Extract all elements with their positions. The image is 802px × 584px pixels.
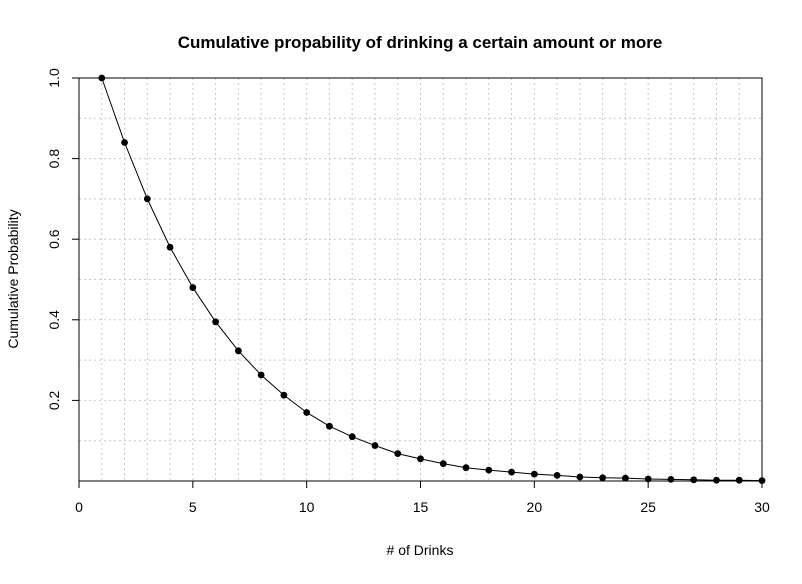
x-tick-label: 30 — [754, 499, 770, 515]
series-layer — [98, 74, 766, 484]
data-point — [98, 74, 106, 82]
data-point — [417, 455, 424, 463]
data-point — [212, 318, 220, 326]
y-tick-label: 0.2 — [46, 390, 62, 410]
x-tick-label: 20 — [527, 499, 543, 515]
data-point — [326, 422, 333, 430]
data-point — [758, 477, 766, 484]
data-point — [508, 468, 515, 476]
y-tick-label: 0.6 — [46, 229, 62, 249]
data-point — [553, 471, 561, 479]
data-point — [348, 433, 356, 441]
data-point — [667, 475, 675, 483]
data-point — [280, 391, 288, 399]
data-point — [462, 464, 470, 472]
data-point — [713, 476, 720, 484]
grid-layer — [78, 77, 763, 481]
x-tick-label: 5 — [189, 499, 197, 515]
data-point — [644, 475, 652, 483]
data-point — [189, 284, 197, 291]
chart-title: Cumulative propability of drinking a cer… — [178, 33, 663, 52]
data-point — [622, 474, 629, 482]
y-tick-label: 0.8 — [46, 149, 62, 169]
data-point — [121, 139, 128, 146]
data-point — [234, 347, 242, 355]
data-point — [439, 460, 447, 468]
y-tick-label: 1.0 — [46, 68, 62, 88]
y-tick-label: 0.4 — [46, 310, 62, 330]
x-axis-label: # of Drinks — [387, 542, 454, 558]
x-tick-label: 10 — [299, 499, 315, 515]
x-tick-label: 15 — [413, 499, 429, 515]
data-point — [576, 473, 584, 481]
y-axis-label: Cumulative Probability — [5, 209, 21, 348]
data-point — [166, 243, 174, 251]
data-point — [257, 371, 265, 379]
data-point — [394, 450, 402, 457]
data-point — [143, 195, 151, 203]
data-point — [530, 470, 538, 478]
data-point — [599, 474, 607, 482]
x-tick-label: 0 — [75, 499, 83, 515]
data-point — [690, 476, 698, 484]
axes-layer: 0 5 10 15 20 25 30 0.2 0.4 0.6 0.8 1.0 — [46, 68, 770, 515]
series-line — [101, 77, 763, 482]
data-point — [485, 466, 493, 474]
data-point — [303, 409, 311, 416]
data-point — [735, 476, 743, 484]
data-point — [371, 442, 379, 449]
x-tick-label: 25 — [640, 499, 656, 515]
